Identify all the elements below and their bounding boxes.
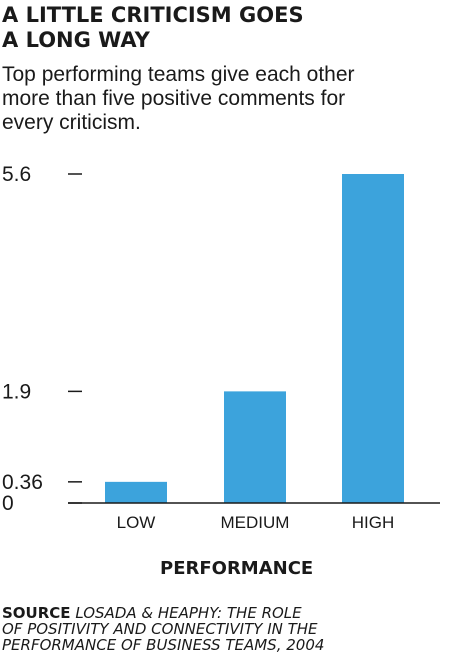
source-line-3: PERFORMANCE OF BUSINESS TEAMS, 2004 [2, 636, 325, 654]
y-tick-label: 1.9 [2, 380, 31, 403]
y-tick-label: 5.6 [2, 163, 31, 186]
x-tick-label: MEDIUM [221, 513, 290, 532]
subtitle-line: more than five positive comments for [2, 87, 346, 110]
chart-subtitle: Top performing teams give each other mor… [2, 63, 442, 135]
bar-medium [224, 391, 286, 503]
source-note: SOURCE LOSADA & HEAPHY: THE ROLE OF POSI… [2, 605, 432, 653]
subtitle-line: Top performing teams give each other [2, 63, 355, 86]
bar-chart: 5.6 1.9 0.360 LOW MEDIUM HIGH [2, 163, 440, 532]
title-line: A LONG WAY [2, 28, 150, 52]
source-line-2: OF POSITIVITY AND CONNECTIVITY IN THE [2, 620, 318, 638]
y-tick-label: 0.36 [2, 471, 43, 494]
subtitle-line: every criticism. [2, 111, 141, 134]
y-tick-label: 0 [2, 492, 14, 515]
chart-title: A LITTLE CRITICISM GOES A LONG WAY [2, 3, 442, 53]
bar-high [342, 174, 404, 503]
bar-low [105, 481, 167, 503]
x-axis-title: PERFORMANCE [160, 558, 314, 579]
x-tick-label: LOW [117, 513, 156, 532]
x-tick-label: HIGH [352, 513, 395, 532]
source-text: LOSADA & HEAPHY: THE ROLE [75, 604, 302, 622]
source-label: SOURCE [2, 604, 71, 622]
title-line: A LITTLE CRITICISM GOES [2, 3, 304, 27]
source-line-1: SOURCE LOSADA & HEAPHY: THE ROLE [2, 605, 432, 621]
